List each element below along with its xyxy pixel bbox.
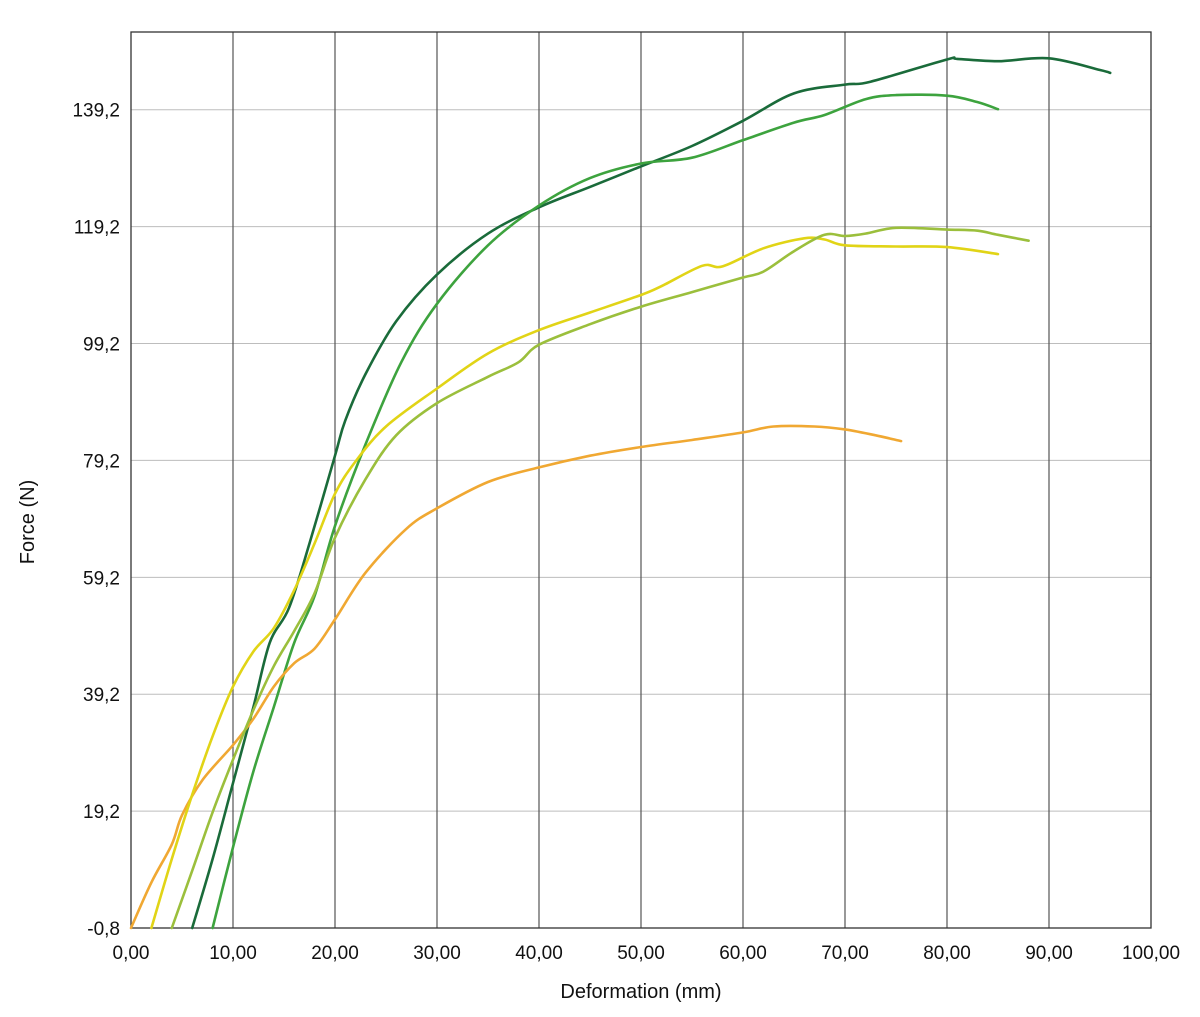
x-tick-label: 20,00 [311,943,359,964]
chart-series-group [129,56,1112,930]
y-tick-label: 39,2 [83,685,120,706]
y-tick-label: -0,8 [87,919,120,940]
y-axis-ticks: -0,8 19,2 39,2 59,2 79,2 99,2 119,2 139,2 [72,101,120,940]
y-tick-label: 99,2 [83,335,120,356]
y-axis-title: Force (N) [17,480,39,564]
series-line-5 [170,226,1030,930]
x-axis-title: Deformation (mm) [560,981,721,1003]
plot-area-frame [130,31,1152,929]
x-tick-label: 90,00 [1025,943,1073,964]
x-tick-label: 0,00 [113,943,150,964]
series-line-2 [211,93,1000,930]
x-tick-label: 60,00 [719,943,767,964]
x-tick-label: 50,00 [617,943,665,964]
x-tick-label: 30,00 [413,943,461,964]
y-tick-label: 139,2 [72,101,120,122]
x-tick-label: 40,00 [515,943,563,964]
y-tick-label: 79,2 [83,451,120,472]
y-tick-label: 119,2 [74,218,120,239]
x-tick-label: 100,00 [1122,943,1180,964]
chart-grid [131,32,1151,929]
y-tick-label: 19,2 [83,802,120,823]
x-axis-ticks: 0,00 10,00 20,00 30,00 40,00 50,00 60,00 70,00 8… [113,943,1181,964]
x-tick-label: 10,00 [209,943,257,964]
x-tick-label: 80,00 [923,943,971,964]
series-line-4 [150,236,1000,930]
series-line-3 [129,424,903,930]
x-tick-label: 70,00 [821,943,869,964]
series-line-1 [190,56,1112,930]
y-tick-label: 59,2 [83,568,120,589]
